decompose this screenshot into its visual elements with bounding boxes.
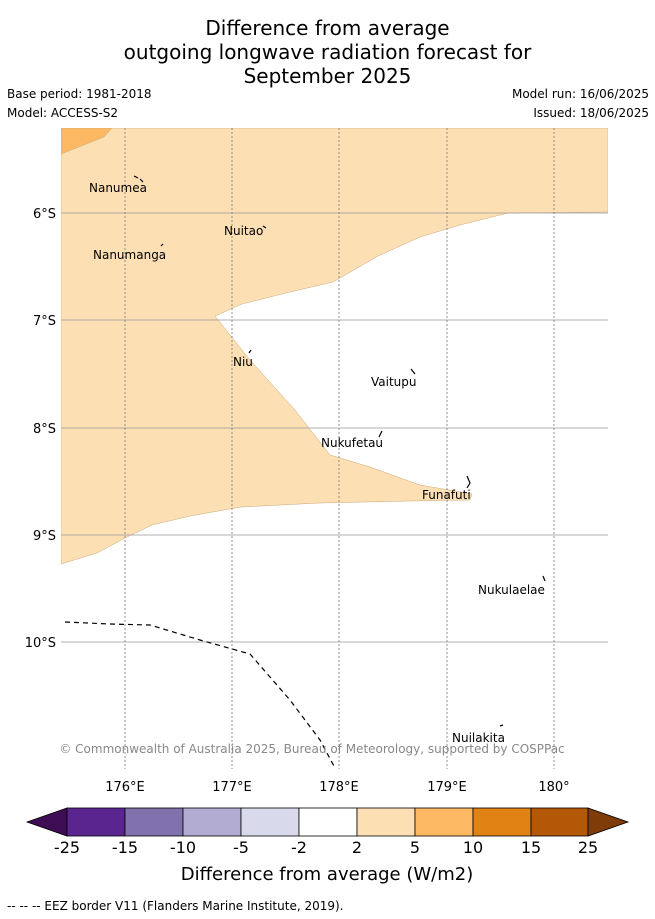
colorbar-extend-low <box>25 807 68 837</box>
colorbar-label: Difference from average (W/m2) <box>181 864 473 885</box>
colorbar-segment-3 <box>182 807 242 837</box>
colorbar-segment-8 <box>472 807 532 837</box>
colorbar-tick-label: -2 <box>291 838 307 857</box>
lon-label-179e: 179°E <box>427 780 467 795</box>
longitude-gridlines <box>124 128 555 769</box>
title-line-3: September 2025 <box>243 64 412 88</box>
colorbar-segment-2 <box>124 807 184 837</box>
colorbar-tick-label: -5 <box>233 838 249 857</box>
colorbar-tick-label: 25 <box>578 838 598 857</box>
base-period: Base period: 1981-2018 <box>7 87 152 101</box>
colorbar-segment-5 <box>298 807 358 837</box>
lat-label-8s: 8°S <box>33 422 56 437</box>
lat-label-7s: 7°S <box>33 314 56 329</box>
lon-label-180: 180° <box>538 780 569 795</box>
colorbar-tick-label: 10 <box>463 838 483 857</box>
lon-label-176e: 176°E <box>105 780 145 795</box>
place-nukufetau: Nukufetau <box>321 436 383 450</box>
colorbar-tick-label: 5 <box>410 838 420 857</box>
issued-date: Issued: 18/06/2025 <box>533 106 649 120</box>
colorbar-segment-6 <box>356 807 416 837</box>
colorbar-tick-label: -10 <box>170 838 196 857</box>
place-nanumanga: Nanumanga <box>93 248 166 262</box>
title-line-1: Difference from average <box>205 16 450 40</box>
lon-label-178e: 178°E <box>319 780 359 795</box>
place-nanumea: Nanumea <box>89 181 147 195</box>
copyright-notice: © Commonwealth of Australia 2025, Bureau… <box>59 742 564 756</box>
colorbar-extend-high <box>587 807 630 837</box>
colorbar-tick-label: 15 <box>521 838 541 857</box>
anomaly-region-5-to-10 <box>61 128 113 155</box>
island-shapes <box>133 175 546 727</box>
place-vaitupu: Vaitupu <box>371 375 417 389</box>
title-line-2: outgoing longwave radiation forecast for <box>123 40 532 64</box>
colorbar <box>25 807 630 837</box>
model-run: Model run: 16/06/2025 <box>511 87 649 101</box>
colorbar-tick-label: -25 <box>54 838 80 857</box>
colorbar-segment-4 <box>240 807 300 837</box>
eez-legend-note: -- -- -- EEZ border V11 (Flanders Marine… <box>7 899 344 913</box>
latitude-gridlines <box>61 212 608 643</box>
lat-label-6s: 6°S <box>33 207 56 222</box>
lon-label-177e: 177°E <box>212 780 252 795</box>
model-name: Model: ACCESS-S2 <box>7 106 119 120</box>
map-area: Nanumea Nuitao Nanumanga Niu Vaitupu Nuk… <box>59 128 608 769</box>
place-nukulaelae: Nukulaelae <box>478 583 545 597</box>
map-title: Difference from average outgoing longwav… <box>0 16 655 88</box>
place-nuilakita: Nuilakita <box>452 731 505 745</box>
place-niu: Niu <box>233 355 253 369</box>
colorbar-tick-label: -15 <box>112 838 138 857</box>
eez-border <box>64 621 336 769</box>
lat-label-10s: 10°S <box>25 636 56 651</box>
place-funafuti: Funafuti <box>422 488 471 502</box>
colorbar-segment-7 <box>414 807 474 837</box>
colorbar-segment-1 <box>66 807 126 837</box>
colorbar-tick-label: 2 <box>352 838 362 857</box>
place-nuitao: Nuitao <box>224 224 263 238</box>
colorbar-segment-9 <box>530 807 589 837</box>
lat-label-9s: 9°S <box>33 529 56 544</box>
